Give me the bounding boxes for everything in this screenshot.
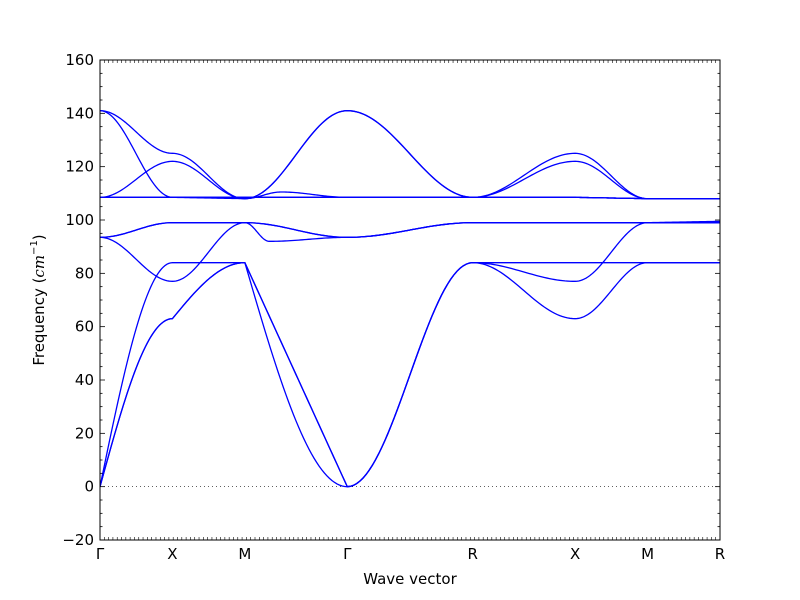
y-axis-label-suffix: ) [30,234,48,240]
y-axis-label-math: cm [30,255,48,278]
y-tick-label: 80 [75,264,94,282]
x-tick-label: R [468,545,478,563]
y-axis-label-prefix: Frequency ( [30,278,48,366]
axes-frame [99,59,721,541]
y-tick-label: 160 [65,51,94,69]
y-tick-label: 40 [75,371,94,389]
phonon-band-11 [100,191,720,200]
phonon-band-8 [100,110,720,200]
x-tick-label: M [238,545,251,563]
x-tick-label: Γ [96,545,105,563]
phonon-band-3 [100,222,720,488]
y-tick-label: −20 [62,531,94,549]
y-tick-label: 100 [65,211,94,229]
y-axis-label-sup: −1 [29,240,40,255]
plot-area [100,110,720,488]
y-tick-label: 140 [65,104,94,122]
x-tick-label: M [641,545,654,563]
y-tick-label: 0 [84,478,94,496]
x-tick-label: X [570,545,580,563]
x-tick-label: Γ [343,545,352,563]
y-tick-label: 20 [75,424,94,442]
x-tick-label: R [715,545,725,563]
y-axis-ticks: −20 0 20 40 60 80 100 120 140 160 [62,51,720,549]
y-tick-label: 120 [65,158,94,176]
y-axis-label: Frequency (cm−1) [29,234,48,365]
phonon-band-10 [100,222,720,242]
x-axis-label: Wave vector [363,570,457,588]
x-tick-label: X [167,545,177,563]
y-tick-label: 60 [75,318,94,336]
